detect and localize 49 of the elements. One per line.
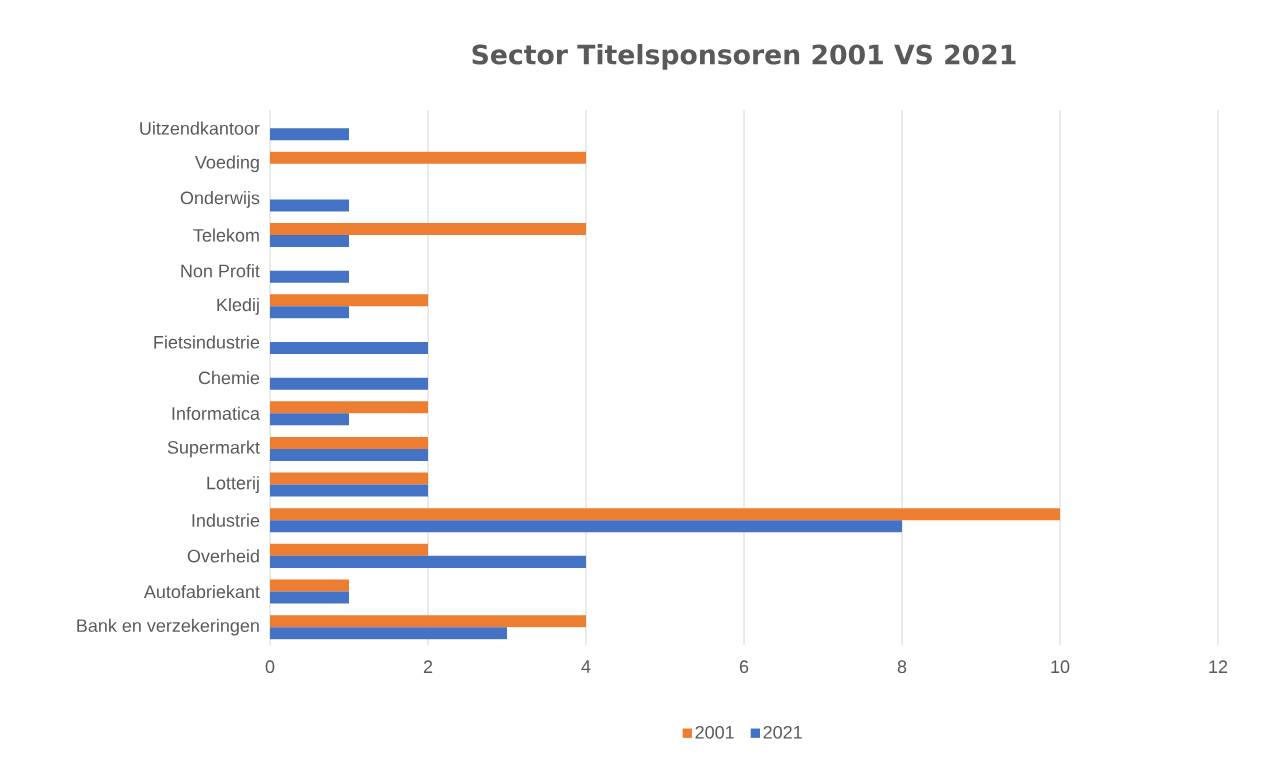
y-tick-label: Bank en verzekeringen: [77, 618, 259, 636]
bar: [270, 615, 586, 628]
bar: [270, 436, 428, 449]
y-tick-label: Lotterij: [207, 476, 259, 493]
bar: [270, 448, 428, 461]
x-tick-label: 10: [1051, 660, 1070, 674]
bar: [270, 627, 507, 640]
y-tick-label: Fietsindustrie: [154, 335, 260, 349]
y-tick-label: Onderwijs: [180, 191, 260, 208]
y-tick-label: Industrie: [192, 513, 260, 527]
bar: [270, 342, 428, 355]
x-tick-label: 0: [265, 660, 275, 674]
y-tick-label: Overheid: [187, 549, 259, 563]
bar: [270, 199, 350, 212]
bar: [270, 377, 428, 390]
legend-label: 2021: [763, 725, 802, 739]
bar: [270, 484, 428, 497]
bar: [270, 413, 350, 426]
bar: [270, 508, 1060, 521]
x-tick-label: 2: [423, 660, 433, 673]
y-tick-label: Kledij: [217, 297, 259, 315]
bar: [270, 270, 350, 283]
bar: [270, 151, 586, 164]
y-tick-label: Telekom: [193, 228, 259, 242]
bar: [270, 401, 428, 414]
bar: [270, 306, 350, 319]
bar: [270, 294, 428, 307]
bar: [270, 472, 428, 485]
y-tick-label: Informatica: [172, 406, 260, 420]
bar: [270, 128, 350, 141]
bar: [270, 591, 350, 604]
x-tick-label: 6: [739, 660, 749, 674]
x-tick-label: 12: [1209, 660, 1228, 673]
x-tick-label: 4: [581, 660, 591, 673]
chart-title: Sector Titelsponsoren 2001 VS 2021: [472, 43, 1016, 70]
bar: [270, 555, 586, 568]
bar: [270, 223, 586, 236]
bar: [270, 543, 428, 556]
y-tick-label: Supermarkt: [167, 440, 260, 458]
legend-label: 2001: [695, 725, 734, 739]
x-tick-label: 8: [897, 660, 907, 674]
y-tick-label: Non Profit: [181, 264, 260, 278]
bar: [270, 520, 902, 533]
bar: [270, 579, 350, 592]
y-tick-label: Uitzendkantoor: [140, 121, 260, 135]
bar: [270, 235, 350, 248]
y-tick-label: Autofabriekant: [143, 584, 260, 599]
y-tick-label: Voeding: [194, 155, 259, 173]
y-tick-label: Chemie: [198, 371, 260, 385]
